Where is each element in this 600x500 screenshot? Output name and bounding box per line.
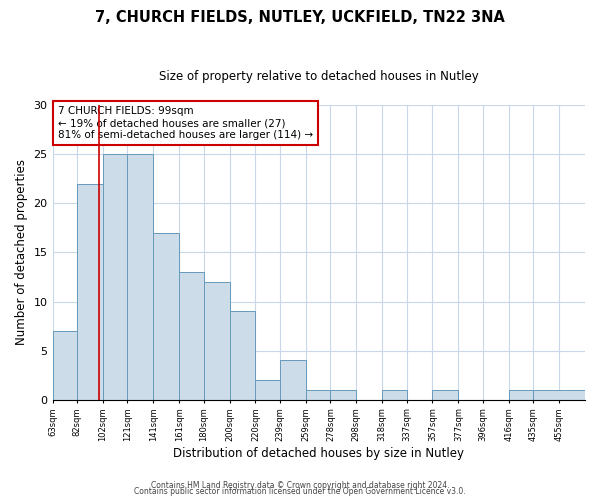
- Bar: [331, 390, 356, 400]
- Text: Contains public sector information licensed under the Open Government Licence v3: Contains public sector information licen…: [134, 488, 466, 496]
- Bar: [77, 184, 103, 400]
- Text: 7, CHURCH FIELDS, NUTLEY, UCKFIELD, TN22 3NA: 7, CHURCH FIELDS, NUTLEY, UCKFIELD, TN22…: [95, 10, 505, 25]
- Bar: [103, 154, 127, 400]
- Y-axis label: Number of detached properties: Number of detached properties: [15, 160, 28, 346]
- Bar: [154, 232, 179, 400]
- Bar: [306, 390, 331, 400]
- Bar: [382, 390, 407, 400]
- Bar: [127, 154, 154, 400]
- Bar: [256, 380, 280, 400]
- Bar: [433, 390, 458, 400]
- X-axis label: Distribution of detached houses by size in Nutley: Distribution of detached houses by size …: [173, 447, 464, 460]
- Text: Contains HM Land Registry data © Crown copyright and database right 2024.: Contains HM Land Registry data © Crown c…: [151, 481, 449, 490]
- Bar: [509, 390, 533, 400]
- Title: Size of property relative to detached houses in Nutley: Size of property relative to detached ho…: [159, 70, 479, 83]
- Bar: [280, 360, 306, 400]
- Bar: [204, 282, 230, 400]
- Bar: [179, 272, 204, 400]
- Bar: [53, 331, 77, 400]
- Bar: [533, 390, 585, 400]
- Bar: [230, 312, 256, 400]
- Text: 7 CHURCH FIELDS: 99sqm
← 19% of detached houses are smaller (27)
81% of semi-det: 7 CHURCH FIELDS: 99sqm ← 19% of detached…: [58, 106, 313, 140]
